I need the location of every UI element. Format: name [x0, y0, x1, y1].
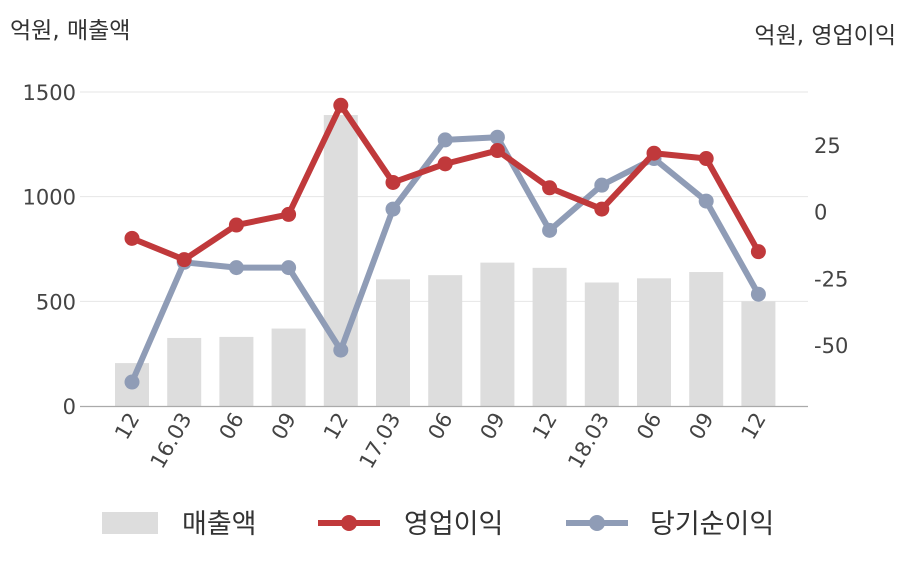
left-axis-unit-label: 억원, 매출액	[10, 18, 130, 44]
point-operating-profit	[489, 143, 505, 159]
legend-label-sales: 매출액	[182, 509, 257, 540]
x-tick-label: 06	[632, 409, 666, 444]
point-operating-profit	[385, 174, 401, 190]
point-net-income	[437, 132, 453, 148]
x-tick-label: 12	[319, 409, 353, 444]
x-tick-label: 12	[110, 409, 144, 444]
point-operating-profit	[124, 230, 140, 246]
legend-swatch-sales	[102, 512, 158, 534]
left-tick-label: 500	[36, 290, 76, 314]
x-tick-label: 16.03	[146, 409, 197, 473]
bar-sales	[323, 115, 358, 406]
point-operating-profit	[542, 180, 558, 196]
x-tick-label: 17.03	[354, 409, 405, 473]
point-operating-profit	[333, 97, 349, 113]
left-tick-label: 1000	[23, 186, 76, 210]
point-operating-profit	[750, 244, 766, 260]
bar-sales	[532, 267, 567, 406]
point-operating-profit	[594, 201, 610, 217]
legend-label-operating-profit: 영업이익	[404, 509, 503, 540]
legend-marker-operating-profit	[341, 515, 357, 531]
legend: 매출액 영업이익 당기순이익	[102, 509, 774, 540]
x-tick-label: 09	[267, 409, 301, 444]
left-tick-label: 1500	[23, 81, 76, 105]
bar-sales	[689, 272, 724, 406]
point-net-income	[228, 260, 244, 276]
point-net-income	[333, 342, 349, 358]
point-net-income	[124, 374, 140, 390]
legend-label-net-income: 당기순이익	[650, 509, 774, 540]
bar-sales	[480, 262, 515, 406]
bar-sales	[428, 275, 463, 406]
legend-marker-net-income	[589, 515, 605, 531]
x-tick-label: 06	[215, 409, 249, 444]
left-tick-label: 0	[63, 395, 76, 419]
point-net-income	[750, 286, 766, 302]
right-tick-label: 25	[814, 134, 841, 158]
bar-sales	[741, 301, 776, 406]
point-operating-profit	[437, 156, 453, 172]
bar-sales	[271, 328, 306, 406]
point-operating-profit	[176, 252, 192, 268]
bar-sales	[167, 337, 202, 406]
right-axis-unit-label: 억원, 영업이익	[754, 23, 896, 49]
point-net-income	[542, 222, 558, 238]
point-operating-profit	[698, 151, 714, 167]
bar-series-sales	[115, 115, 776, 406]
point-operating-profit	[646, 145, 662, 161]
bar-sales	[219, 336, 254, 406]
point-net-income	[594, 177, 610, 193]
x-tick-label: 09	[684, 409, 718, 444]
right-tick-label: -50	[814, 334, 848, 358]
bar-sales	[376, 279, 410, 406]
bar-sales	[584, 282, 619, 406]
x-tick-label: 12	[737, 409, 771, 444]
line-operating-profit	[129, 102, 762, 263]
line-series	[124, 97, 766, 390]
right-tick-label: 0	[814, 201, 827, 225]
point-net-income	[489, 129, 505, 145]
x-tick-label: 12	[528, 409, 562, 444]
bar-sales	[637, 278, 671, 406]
x-tick-label: 09	[476, 409, 510, 444]
x-tick-label: 18.03	[563, 409, 614, 473]
point-operating-profit	[281, 206, 297, 222]
point-net-income	[281, 260, 297, 276]
point-net-income	[698, 193, 714, 209]
x-tick-label: 06	[423, 409, 457, 444]
point-net-income	[385, 201, 401, 217]
right-tick-label: -25	[814, 267, 848, 291]
point-operating-profit	[228, 217, 244, 233]
